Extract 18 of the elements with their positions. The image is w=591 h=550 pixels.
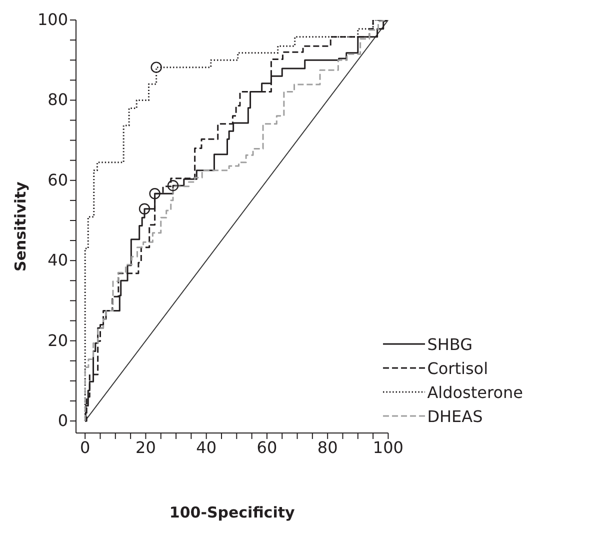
- legend-label: DHEAS: [427, 406, 483, 426]
- x-tick-label: 60: [256, 438, 278, 457]
- x-tick-label: 40: [196, 438, 217, 457]
- x-tick-label: 100: [372, 438, 404, 457]
- x-tick-label: 20: [136, 438, 156, 457]
- y-tick-label: 40: [48, 250, 68, 270]
- y-axis-title: Sensitivity: [11, 181, 30, 272]
- legend-label: Aldosterone: [427, 382, 523, 402]
- legend-label: SHBG: [427, 334, 472, 354]
- x-axis-title: 100-Specificity: [169, 504, 296, 522]
- y-tick-label: 0: [58, 410, 68, 430]
- x-tick-label: 80: [317, 438, 338, 457]
- y-tick-label: 60: [48, 170, 68, 190]
- y-tick-label: 20: [48, 330, 68, 350]
- x-tick-label: 0: [80, 438, 90, 457]
- y-tick-label: 80: [48, 90, 68, 110]
- legend-label: Cortisol: [427, 358, 488, 378]
- y-tick-label: 100: [37, 10, 68, 29]
